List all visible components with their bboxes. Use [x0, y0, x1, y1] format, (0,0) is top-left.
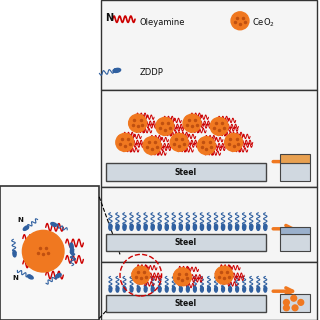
Ellipse shape: [180, 286, 182, 292]
Ellipse shape: [243, 286, 245, 292]
Circle shape: [183, 114, 201, 132]
Ellipse shape: [151, 224, 154, 230]
Ellipse shape: [179, 224, 182, 230]
Ellipse shape: [144, 224, 147, 230]
Ellipse shape: [158, 224, 161, 230]
Ellipse shape: [215, 286, 217, 292]
Ellipse shape: [109, 224, 112, 230]
Ellipse shape: [194, 286, 196, 292]
Ellipse shape: [172, 224, 175, 230]
Ellipse shape: [236, 286, 238, 292]
Bar: [101, 0, 317, 90]
Circle shape: [143, 137, 161, 155]
Circle shape: [197, 137, 215, 155]
Ellipse shape: [113, 68, 121, 72]
Ellipse shape: [243, 224, 246, 230]
Text: N: N: [13, 275, 19, 281]
Text: ZDDP: ZDDP: [139, 68, 163, 76]
Ellipse shape: [222, 286, 224, 292]
Circle shape: [156, 117, 174, 135]
Ellipse shape: [201, 286, 203, 292]
Bar: [101, 187, 317, 262]
Ellipse shape: [257, 286, 260, 292]
Circle shape: [210, 117, 228, 135]
Ellipse shape: [229, 286, 231, 292]
Circle shape: [225, 133, 243, 151]
Ellipse shape: [55, 274, 61, 278]
Ellipse shape: [158, 286, 161, 292]
Circle shape: [284, 305, 289, 311]
Text: N: N: [18, 217, 23, 223]
Ellipse shape: [27, 275, 33, 279]
Ellipse shape: [200, 224, 204, 230]
Ellipse shape: [13, 251, 16, 257]
Text: Oleyamine: Oleyamine: [139, 18, 185, 27]
Ellipse shape: [207, 224, 211, 230]
Ellipse shape: [137, 286, 140, 292]
Ellipse shape: [250, 224, 253, 230]
Ellipse shape: [193, 224, 196, 230]
Bar: [0, 186, 99, 320]
Ellipse shape: [165, 286, 168, 292]
Circle shape: [129, 114, 147, 132]
Circle shape: [231, 12, 249, 30]
Circle shape: [116, 133, 134, 151]
Bar: [101, 262, 317, 320]
Text: Steel: Steel: [174, 167, 197, 177]
Ellipse shape: [165, 224, 168, 230]
Circle shape: [22, 230, 64, 272]
Ellipse shape: [151, 286, 154, 292]
Bar: [280, 227, 310, 234]
Bar: [280, 234, 310, 251]
Ellipse shape: [116, 224, 119, 230]
Circle shape: [132, 266, 150, 284]
Bar: [280, 163, 310, 181]
Circle shape: [292, 305, 298, 311]
Ellipse shape: [123, 286, 126, 292]
Bar: [101, 90, 317, 187]
Circle shape: [298, 300, 304, 305]
Ellipse shape: [144, 286, 147, 292]
Text: CeO$_2$: CeO$_2$: [252, 16, 275, 29]
Ellipse shape: [70, 248, 74, 254]
Text: Steel: Steel: [174, 238, 197, 247]
FancyBboxPatch shape: [106, 295, 266, 312]
Ellipse shape: [186, 224, 189, 230]
Circle shape: [170, 133, 188, 151]
FancyBboxPatch shape: [106, 163, 266, 181]
Ellipse shape: [208, 286, 210, 292]
Ellipse shape: [257, 224, 260, 230]
Ellipse shape: [264, 286, 267, 292]
Bar: [280, 294, 310, 312]
Ellipse shape: [214, 224, 218, 230]
Ellipse shape: [130, 224, 133, 230]
Circle shape: [215, 266, 233, 284]
Circle shape: [173, 268, 191, 286]
FancyBboxPatch shape: [106, 234, 266, 251]
Ellipse shape: [123, 224, 126, 230]
Ellipse shape: [116, 286, 119, 292]
Text: Steel: Steel: [174, 299, 197, 308]
Ellipse shape: [109, 286, 112, 292]
Ellipse shape: [221, 224, 225, 230]
Ellipse shape: [187, 286, 189, 292]
Ellipse shape: [51, 222, 57, 226]
Ellipse shape: [236, 224, 239, 230]
Ellipse shape: [264, 224, 267, 230]
Circle shape: [291, 295, 297, 301]
Bar: [280, 154, 310, 163]
Ellipse shape: [130, 286, 133, 292]
Text: N: N: [106, 13, 114, 23]
Ellipse shape: [70, 243, 73, 249]
Ellipse shape: [23, 226, 29, 230]
Ellipse shape: [228, 224, 232, 230]
Ellipse shape: [137, 224, 140, 230]
Circle shape: [284, 300, 289, 305]
Ellipse shape: [250, 286, 252, 292]
Ellipse shape: [172, 286, 175, 292]
